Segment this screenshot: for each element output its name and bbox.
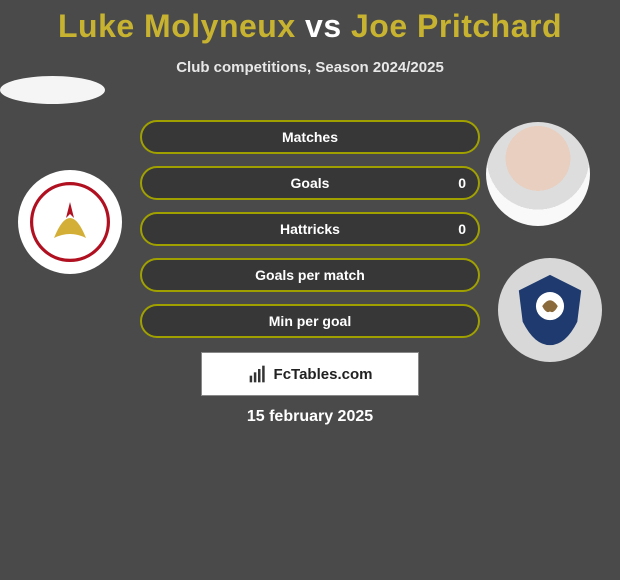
vs-label: vs	[305, 8, 342, 44]
player1-club-badge	[18, 170, 122, 274]
stat-row-matches: Matches	[140, 120, 480, 154]
player2-avatar	[486, 122, 590, 226]
player2-club-badge	[498, 258, 602, 362]
player1-avatar	[0, 76, 105, 104]
subtitle: Club competitions, Season 2024/2025	[0, 59, 620, 76]
chart-icon	[248, 364, 268, 384]
watermark-text: FcTables.com	[274, 366, 373, 383]
club-badge-icon	[511, 271, 589, 349]
comparison-title: Luke Molyneux vs Joe Pritchard	[0, 0, 620, 45]
stat-row-hattricks: Hattricks 0	[140, 212, 480, 246]
stat-label: Matches	[282, 129, 338, 145]
stat-row-goals: Goals 0	[140, 166, 480, 200]
stat-right-value: 0	[458, 221, 466, 237]
player2-name: Joe Pritchard	[351, 8, 562, 44]
date-label: 15 february 2025	[0, 408, 620, 426]
stat-label: Min per goal	[269, 313, 351, 329]
stat-label: Goals	[291, 175, 330, 191]
stats-list: Matches Goals 0 Hattricks 0 Goals per ma…	[140, 120, 480, 350]
watermark: FcTables.com	[201, 352, 419, 396]
stat-right-value: 0	[458, 175, 466, 191]
club-badge-icon	[30, 182, 110, 262]
player1-name: Luke Molyneux	[58, 8, 296, 44]
stat-row-min-per-goal: Min per goal	[140, 304, 480, 338]
stat-row-goals-per-match: Goals per match	[140, 258, 480, 292]
stat-label: Hattricks	[280, 221, 340, 237]
stat-label: Goals per match	[255, 267, 365, 283]
